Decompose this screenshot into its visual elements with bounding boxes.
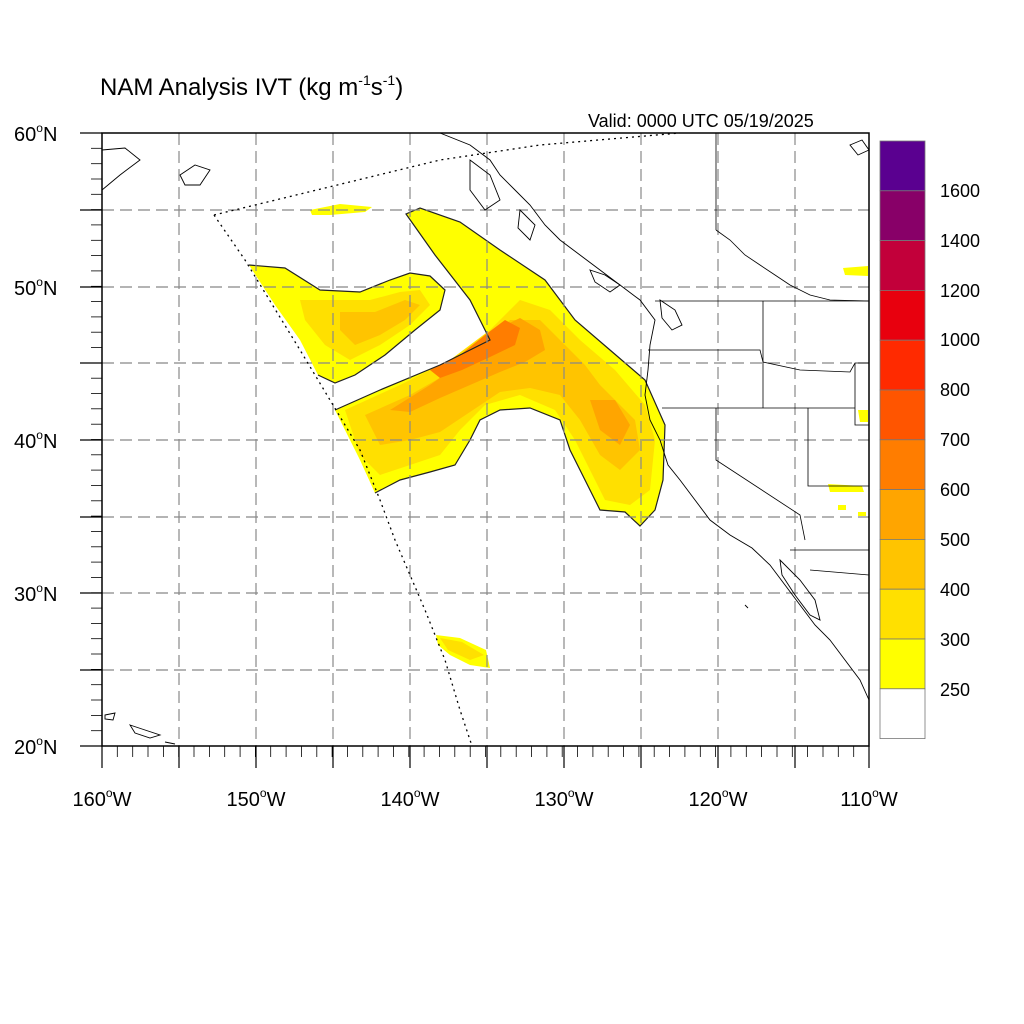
colorbar-swatch <box>879 240 926 291</box>
lon-label-120w: 120oW <box>688 786 748 811</box>
lat-label-30n: 30oN <box>14 581 58 606</box>
colorbar <box>879 140 926 739</box>
colorbar-swatch <box>879 439 926 490</box>
colorbar-swatch <box>879 489 926 540</box>
map-title: NAM Analysis IVT (kg m-1s-1) <box>100 72 403 102</box>
colorbar-label-600: 600 <box>940 480 971 500</box>
title-unit-s: s <box>370 74 383 101</box>
colorbar-swatch <box>879 638 926 690</box>
coastlines <box>101 132 870 745</box>
colorbar-label-500: 500 <box>940 530 971 550</box>
colorbar-label-250: 250 <box>940 680 971 700</box>
title-exponent-1: -1 <box>358 72 371 88</box>
colorbar-swatch <box>879 289 926 341</box>
colorbar-label-1600: 1600 <box>940 181 981 201</box>
colorbar-swatch <box>879 190 926 242</box>
ivt-shading <box>248 204 868 668</box>
lat-lon-grid <box>102 133 869 746</box>
colorbar-label-700: 700 <box>940 430 971 450</box>
colorbar-swatch <box>879 688 926 739</box>
lon-label-150w: 150oW <box>226 786 286 811</box>
lat-label-50n: 50oN <box>14 275 58 300</box>
ivt-250-patch-east3 <box>828 484 864 492</box>
title-suffix: ) <box>395 74 404 101</box>
domain-boundary <box>213 132 681 747</box>
lat-label-40n: 40oN <box>14 428 58 453</box>
lon-label-130w: 130oW <box>534 786 594 811</box>
ivt-250-nw-outline <box>248 264 446 384</box>
ivt-300-patch-south <box>440 638 484 660</box>
ivt-500-south <box>590 400 630 445</box>
colorbar-label-400: 400 <box>940 580 971 600</box>
colorbar-swatch <box>879 588 926 640</box>
ivt-250-outline <box>334 207 666 527</box>
title-exponent-2: -1 <box>382 72 396 88</box>
ivt-250-patch-east1 <box>843 266 868 276</box>
colorbar-swatch <box>879 389 926 441</box>
lon-label-160w: 160oW <box>72 786 132 811</box>
colorbar-swatch <box>879 539 926 590</box>
axis-ticks <box>80 132 870 768</box>
ivt-400-nw <box>340 300 420 345</box>
valid-time: Valid: 0000 UTC 05/19/2025 <box>588 111 814 131</box>
colorbar-swatch <box>879 140 926 192</box>
lat-label-60n: 60oN <box>14 121 58 146</box>
ivt-300-main <box>345 300 655 505</box>
ivt-250-patch-east4 <box>838 505 846 510</box>
ivt-250-patch-east5 <box>858 512 866 516</box>
lon-label-110w: 110oW <box>840 786 898 811</box>
colorbar-swatch <box>879 339 926 391</box>
ivt-250-patch-east2 <box>858 410 868 422</box>
ivt-400-core <box>365 320 640 470</box>
colorbar-label-1000: 1000 <box>940 330 981 350</box>
colorbar-label-1400: 1400 <box>940 231 981 251</box>
lon-label-140w: 140oW <box>380 786 440 811</box>
title-text: NAM Analysis IVT (kg m <box>100 74 359 101</box>
colorbar-label-1200: 1200 <box>940 281 981 301</box>
colorbar-label-300: 300 <box>940 630 971 650</box>
colorbar-label-800: 800 <box>940 380 971 400</box>
minor-ticks <box>91 132 870 757</box>
lat-label-20n: 20oN <box>14 734 58 759</box>
